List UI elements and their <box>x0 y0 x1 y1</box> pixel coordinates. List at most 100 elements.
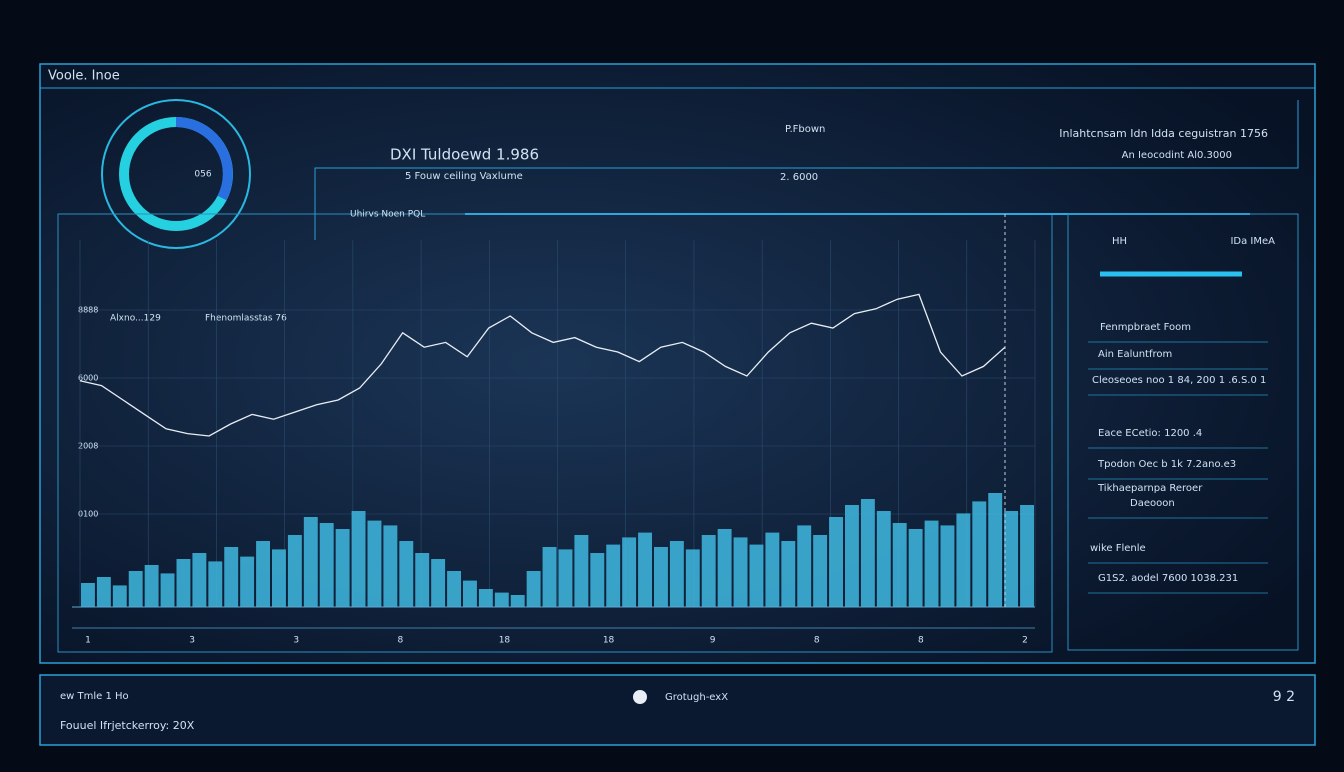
x-tick-label: 8 <box>918 636 924 646</box>
side-panel <box>1067 213 1299 651</box>
summary-caption: 5 Fouw ceiling Vaxlume <box>405 171 523 182</box>
chart: 8888 6000 2008 0100 1 3 3 8 18 18 9 8 8 2 <box>72 214 1036 646</box>
annotation: Fhenomlasstas 76 <box>205 314 287 324</box>
volume-bar <box>685 549 700 607</box>
side-row: wike Flenle <box>1090 543 1146 554</box>
volume-bar <box>287 535 302 607</box>
volume-bar <box>351 511 366 607</box>
volume-bar <box>940 525 955 607</box>
side-head: IDa IMeA <box>1230 236 1275 247</box>
title: Voole. Inoe <box>48 69 120 84</box>
volume-bar <box>208 561 223 607</box>
frame-line <box>314 100 1299 240</box>
volume-bar <box>272 549 286 607</box>
volume-bar <box>256 541 270 607</box>
volume-bar <box>526 571 541 607</box>
x-tick-label: 3 <box>293 636 299 646</box>
summary-center-title: P.Fbown <box>785 124 825 135</box>
volume-bar <box>478 589 493 607</box>
volume-bar <box>96 577 111 607</box>
x-tick-label: 8 <box>397 636 403 646</box>
footer-icon <box>633 690 647 704</box>
side-row: Eace ECetio: 1200 .4 <box>1098 428 1202 439</box>
volume-bar <box>447 571 461 607</box>
volume-bar <box>749 544 764 607</box>
annotation: Alxno...129 <box>110 314 161 324</box>
volume-bar <box>224 547 239 607</box>
volume-bar <box>1004 511 1019 607</box>
volume-bar <box>638 532 652 607</box>
volume-bar <box>558 549 573 607</box>
x-tick-label: 2 <box>1022 636 1028 646</box>
volume-bar <box>160 573 175 607</box>
x-tick-label: 8 <box>814 636 820 646</box>
volume-bar <box>590 553 605 607</box>
x-tick-label: 9 <box>710 636 716 646</box>
footer-text: Grotugh-exX <box>665 692 728 703</box>
summary-name: DXI Tuldoewd 1.986 <box>390 146 539 164</box>
volume-bar <box>892 523 907 607</box>
summary-right-title: Inlahtcnsam Idn Idda ceguistran 1756 <box>1059 127 1268 140</box>
x-tick-label: 3 <box>189 636 195 646</box>
volume-bar <box>574 535 589 607</box>
footer-text: ew Tmle 1 Ho <box>60 691 129 702</box>
summary-right-value: An Ieocodint Al0.3000 <box>1122 150 1232 161</box>
footer-text: 9 2 <box>1273 689 1295 705</box>
y-tick-label: 2008 <box>78 442 98 451</box>
volume-bar <box>415 553 430 607</box>
side-row: G1S2. aodel 7600 1038.231 <box>1098 573 1238 584</box>
volume-bar <box>463 580 477 607</box>
price-line <box>79 293 1006 437</box>
volume-bar <box>510 595 525 607</box>
side-row: Ain Ealuntfrom <box>1098 349 1172 360</box>
volume-bar <box>765 532 780 607</box>
volume-bar <box>319 523 334 607</box>
side-row: Tpodon Oec b 1k 7.2ano.e3 <box>1097 459 1236 470</box>
gauge-label: 056 <box>194 170 211 180</box>
volume-bar <box>542 547 557 607</box>
volume-bar <box>399 541 414 607</box>
y-tick-label: 8888 <box>78 306 98 315</box>
volume-bar <box>924 520 939 607</box>
volume-bar <box>303 517 318 607</box>
footer-text: Fouuel Ifrjetckerroy: 20X <box>60 719 195 732</box>
side-row: Daeooon <box>1130 498 1175 509</box>
volume-bar <box>335 529 350 607</box>
side-row: Tikhaeparnpa Reroer <box>1097 483 1203 494</box>
chart-title: Uhirvs Noen PQL <box>350 210 425 220</box>
gauge-ring <box>101 99 251 249</box>
y-tick-label: 6000 <box>78 374 98 383</box>
volume-bar <box>956 513 971 607</box>
volume-bar <box>669 541 684 607</box>
volume-bar <box>606 544 621 607</box>
volume-bar <box>431 559 446 607</box>
volume-bar <box>112 585 127 607</box>
y-tick-label: 0100 <box>78 510 98 519</box>
footer-panel <box>39 674 1316 746</box>
volume-bar <box>988 493 1003 607</box>
volume-bar <box>144 565 159 607</box>
side-head: HH <box>1112 236 1127 247</box>
volume-bar <box>908 529 923 607</box>
volume-bar <box>622 537 637 607</box>
volume-bar <box>240 556 255 607</box>
volume-bar <box>654 547 668 607</box>
volume-bar <box>701 535 716 607</box>
volume-bar <box>176 559 191 607</box>
side-list: Fenmpbraet Foom Ain Ealuntfrom Cleoseoes n… <box>1088 322 1268 594</box>
volume-bar <box>845 505 859 607</box>
volume-bar <box>813 535 828 607</box>
volume-bar <box>81 583 95 607</box>
gauge-arc <box>175 117 233 201</box>
x-tick-label: 18 <box>499 636 511 646</box>
volume-bar <box>781 541 796 607</box>
x-tick-label: 1 <box>85 636 91 646</box>
volume-bar <box>1020 505 1034 607</box>
volume-bar <box>128 571 143 607</box>
volume-bar <box>972 501 987 607</box>
summary-center-value: 2. 6000 <box>780 172 818 183</box>
volume-bar <box>367 520 382 607</box>
side-row: Fenmpbraet Foom <box>1100 322 1191 333</box>
volume-bar <box>717 529 732 607</box>
